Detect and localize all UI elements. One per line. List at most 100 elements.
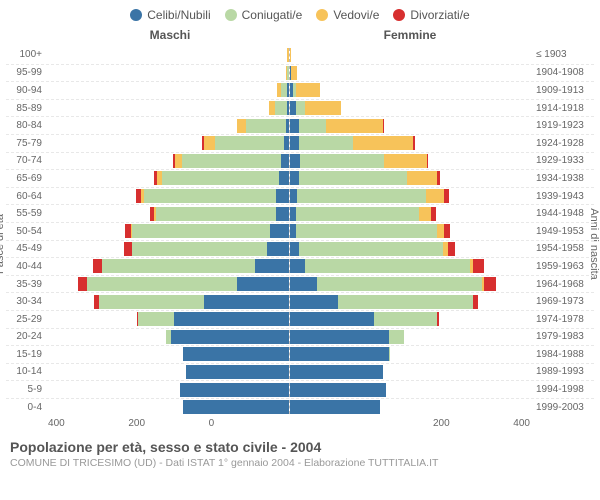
pyramid-row: 15-191984-1988 xyxy=(6,345,594,363)
female-bar xyxy=(290,207,531,221)
male-bar xyxy=(48,66,290,80)
male-bar xyxy=(48,136,290,150)
age-label: 30-34 xyxy=(6,296,48,307)
age-label: 80-84 xyxy=(6,120,48,131)
segment-married xyxy=(317,277,482,291)
segment-married xyxy=(299,171,407,185)
year-label: 1969-1973 xyxy=(530,296,594,307)
pyramid-row: 45-491954-1958 xyxy=(6,240,594,258)
segment-widowed xyxy=(175,154,182,168)
segment-widowed xyxy=(326,119,383,133)
female-bar xyxy=(290,312,531,326)
x-tick: 200 xyxy=(369,418,449,429)
year-label: 1954-1958 xyxy=(530,243,594,254)
female-bar xyxy=(290,295,531,309)
segment-widowed xyxy=(287,48,288,62)
legend-label: Vedovi/e xyxy=(333,8,379,22)
segment-married xyxy=(305,259,470,273)
segment-single xyxy=(276,207,288,221)
segment-married xyxy=(182,154,281,168)
segment-married xyxy=(102,259,255,273)
segment-single xyxy=(290,365,383,379)
legend-dot xyxy=(130,9,142,21)
pyramid-row: 95-991904-1908 xyxy=(6,64,594,82)
male-bar xyxy=(48,242,290,256)
segment-married xyxy=(296,224,437,238)
age-label: 90-94 xyxy=(6,85,48,96)
age-label: 0-4 xyxy=(6,402,48,413)
segment-married xyxy=(287,66,288,80)
segment-divorced xyxy=(437,171,440,185)
segment-single xyxy=(237,277,288,291)
legend-dot xyxy=(393,9,405,21)
segment-single xyxy=(270,224,288,238)
segment-married xyxy=(297,189,426,203)
male-bar xyxy=(48,400,290,414)
male-bar xyxy=(48,101,290,115)
segment-single xyxy=(171,330,288,344)
male-bar xyxy=(48,189,290,203)
pyramid-row: 75-79 1924-1928 xyxy=(6,134,594,152)
legend: Celibi/NubiliConiugati/eVedovi/eDivorzia… xyxy=(0,0,600,26)
age-label: 95-99 xyxy=(6,67,48,78)
female-bar xyxy=(290,365,531,379)
year-label: 1924-1928 xyxy=(530,138,594,149)
segment-married xyxy=(144,189,276,203)
year-label: 1959-1963 xyxy=(530,261,594,272)
segment-widowed xyxy=(353,136,413,150)
x-axis: 0200400 200400 xyxy=(6,415,594,429)
segment-married xyxy=(338,295,473,309)
female-bar xyxy=(290,101,531,115)
segment-married xyxy=(162,171,279,185)
pyramid-row: 90-941909-1913 xyxy=(6,81,594,99)
age-label: 75-79 xyxy=(6,138,48,149)
segment-married xyxy=(156,207,276,221)
legend-item: Coniugati/e xyxy=(225,8,303,22)
segment-married xyxy=(296,207,419,221)
segment-single xyxy=(276,189,288,203)
segment-married xyxy=(246,119,285,133)
segment-married xyxy=(87,277,237,291)
legend-dot xyxy=(225,9,237,21)
age-label: 55-59 xyxy=(6,208,48,219)
pyramid-row: 25-291974-1978 xyxy=(6,310,594,328)
female-bar xyxy=(290,189,531,203)
segment-divorced xyxy=(427,154,429,168)
segment-single xyxy=(290,347,389,361)
segment-widowed xyxy=(291,66,297,80)
age-label: 100+ xyxy=(6,49,48,60)
chart-subtitle: COMUNE DI TRICESIMO (UD) - Dati ISTAT 1°… xyxy=(10,455,590,469)
male-bar xyxy=(48,365,290,379)
segment-widowed xyxy=(419,207,431,221)
male-bar xyxy=(48,119,290,133)
segment-single xyxy=(290,295,338,309)
chart-area: Fasce di età Anni di nascita 100+≤ 19039… xyxy=(6,46,594,429)
segment-single xyxy=(290,312,374,326)
segment-divorced xyxy=(473,295,478,309)
male-bar xyxy=(48,347,290,361)
segment-married xyxy=(299,242,443,256)
segment-single xyxy=(290,136,299,150)
segment-divorced xyxy=(444,189,449,203)
chart-title: Popolazione per età, sesso e stato civil… xyxy=(10,439,590,455)
segment-married xyxy=(300,154,384,168)
segment-single xyxy=(290,171,299,185)
segment-widowed xyxy=(426,189,444,203)
segment-divorced xyxy=(93,259,102,273)
age-label: 15-19 xyxy=(6,349,48,360)
segment-divorced xyxy=(437,312,439,326)
segment-married xyxy=(299,136,353,150)
pyramid-row: 20-241979-1983 xyxy=(6,328,594,346)
pyramid-row: 0-41999-2003 xyxy=(6,398,594,416)
segment-single xyxy=(290,242,299,256)
female-bar xyxy=(290,224,531,238)
pyramid-row: 50-541949-1953 xyxy=(6,222,594,240)
segment-single xyxy=(290,119,299,133)
segment-single xyxy=(174,312,288,326)
legend-label: Coniugati/e xyxy=(242,8,303,22)
segment-divorced xyxy=(473,259,484,273)
year-label: 1949-1953 xyxy=(530,226,594,237)
segment-divorced xyxy=(78,277,87,291)
segment-widowed xyxy=(296,83,320,97)
segment-single xyxy=(287,101,289,115)
